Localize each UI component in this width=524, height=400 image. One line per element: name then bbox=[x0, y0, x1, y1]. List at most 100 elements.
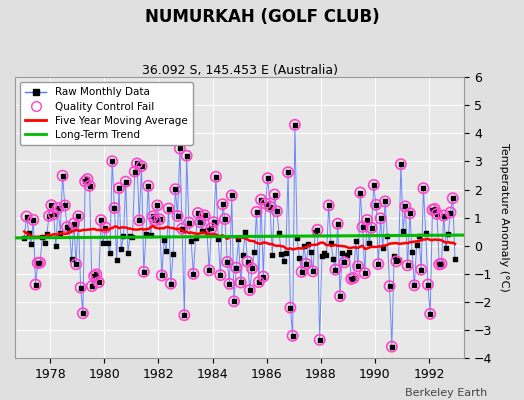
Point bbox=[236, 279, 245, 286]
Point bbox=[194, 210, 202, 216]
Point bbox=[253, 209, 261, 215]
Point bbox=[178, 226, 187, 232]
Point bbox=[165, 205, 173, 212]
Point bbox=[54, 205, 62, 211]
Point bbox=[225, 281, 234, 287]
Point bbox=[372, 202, 380, 208]
Point bbox=[38, 234, 47, 240]
Point bbox=[322, 252, 331, 259]
Point bbox=[108, 158, 116, 164]
Point bbox=[255, 279, 263, 285]
Point bbox=[288, 332, 297, 339]
Point bbox=[223, 259, 232, 265]
Point bbox=[70, 220, 78, 227]
Point bbox=[318, 253, 326, 260]
Point bbox=[180, 312, 189, 318]
Point bbox=[433, 211, 441, 217]
Point bbox=[221, 216, 229, 222]
Point bbox=[302, 261, 310, 267]
Point bbox=[74, 213, 83, 219]
Point bbox=[358, 224, 367, 230]
Point bbox=[347, 276, 355, 282]
Point bbox=[210, 219, 218, 226]
Point bbox=[219, 201, 227, 208]
Point bbox=[311, 229, 319, 235]
Point bbox=[101, 224, 110, 231]
Point bbox=[309, 268, 317, 274]
Point bbox=[85, 182, 94, 189]
Point bbox=[173, 213, 182, 219]
Point bbox=[298, 269, 306, 275]
Point bbox=[309, 268, 317, 274]
Point bbox=[216, 272, 225, 278]
Point bbox=[77, 284, 85, 291]
Point bbox=[354, 263, 362, 270]
Point bbox=[331, 266, 340, 273]
Point bbox=[56, 230, 64, 236]
Point bbox=[61, 202, 69, 209]
Point bbox=[225, 281, 234, 287]
Point bbox=[201, 212, 209, 218]
Point bbox=[144, 183, 152, 189]
Point bbox=[128, 234, 137, 241]
Point bbox=[205, 267, 213, 274]
Point bbox=[449, 195, 457, 201]
Point bbox=[381, 198, 389, 205]
Point bbox=[201, 212, 209, 218]
Point bbox=[381, 198, 389, 205]
Point bbox=[324, 202, 333, 208]
Point bbox=[397, 161, 405, 168]
Point bbox=[253, 209, 261, 215]
Point bbox=[343, 252, 351, 258]
Point bbox=[395, 257, 403, 263]
Point bbox=[45, 213, 53, 219]
Point bbox=[246, 287, 254, 293]
Point bbox=[433, 211, 441, 217]
Point bbox=[31, 281, 40, 288]
Point bbox=[212, 174, 220, 180]
Point bbox=[182, 152, 191, 159]
Point bbox=[270, 191, 279, 198]
Point bbox=[63, 224, 71, 230]
Text: Berkeley Earth: Berkeley Earth bbox=[405, 388, 487, 398]
Point bbox=[88, 283, 96, 289]
Point bbox=[291, 122, 299, 128]
Point bbox=[363, 217, 371, 223]
Point bbox=[261, 200, 270, 207]
Point bbox=[428, 207, 436, 213]
Point bbox=[257, 196, 265, 203]
Point bbox=[139, 268, 148, 275]
Point bbox=[431, 206, 439, 212]
Point bbox=[352, 238, 360, 244]
Point bbox=[270, 191, 279, 198]
Point bbox=[426, 311, 434, 317]
Point bbox=[442, 245, 450, 251]
Point bbox=[94, 279, 103, 286]
Point bbox=[446, 209, 455, 216]
Point bbox=[133, 160, 141, 167]
Point bbox=[334, 220, 342, 227]
Point bbox=[440, 212, 448, 219]
Point bbox=[414, 233, 423, 240]
Point bbox=[171, 186, 180, 192]
Point bbox=[104, 240, 112, 246]
Point bbox=[20, 234, 28, 241]
Point bbox=[189, 271, 198, 277]
Point bbox=[259, 274, 267, 280]
Point bbox=[350, 275, 358, 281]
Point bbox=[426, 311, 434, 317]
Point bbox=[230, 298, 238, 304]
Point bbox=[227, 192, 236, 199]
Point bbox=[58, 172, 67, 179]
Point bbox=[122, 178, 130, 185]
Point bbox=[275, 230, 283, 236]
Point bbox=[108, 158, 116, 164]
Point bbox=[313, 226, 322, 233]
Point bbox=[137, 163, 146, 169]
Point bbox=[385, 283, 394, 289]
Point bbox=[97, 217, 105, 223]
Point bbox=[259, 274, 267, 280]
Point bbox=[156, 216, 164, 222]
Point bbox=[300, 242, 308, 249]
Point bbox=[54, 205, 62, 211]
